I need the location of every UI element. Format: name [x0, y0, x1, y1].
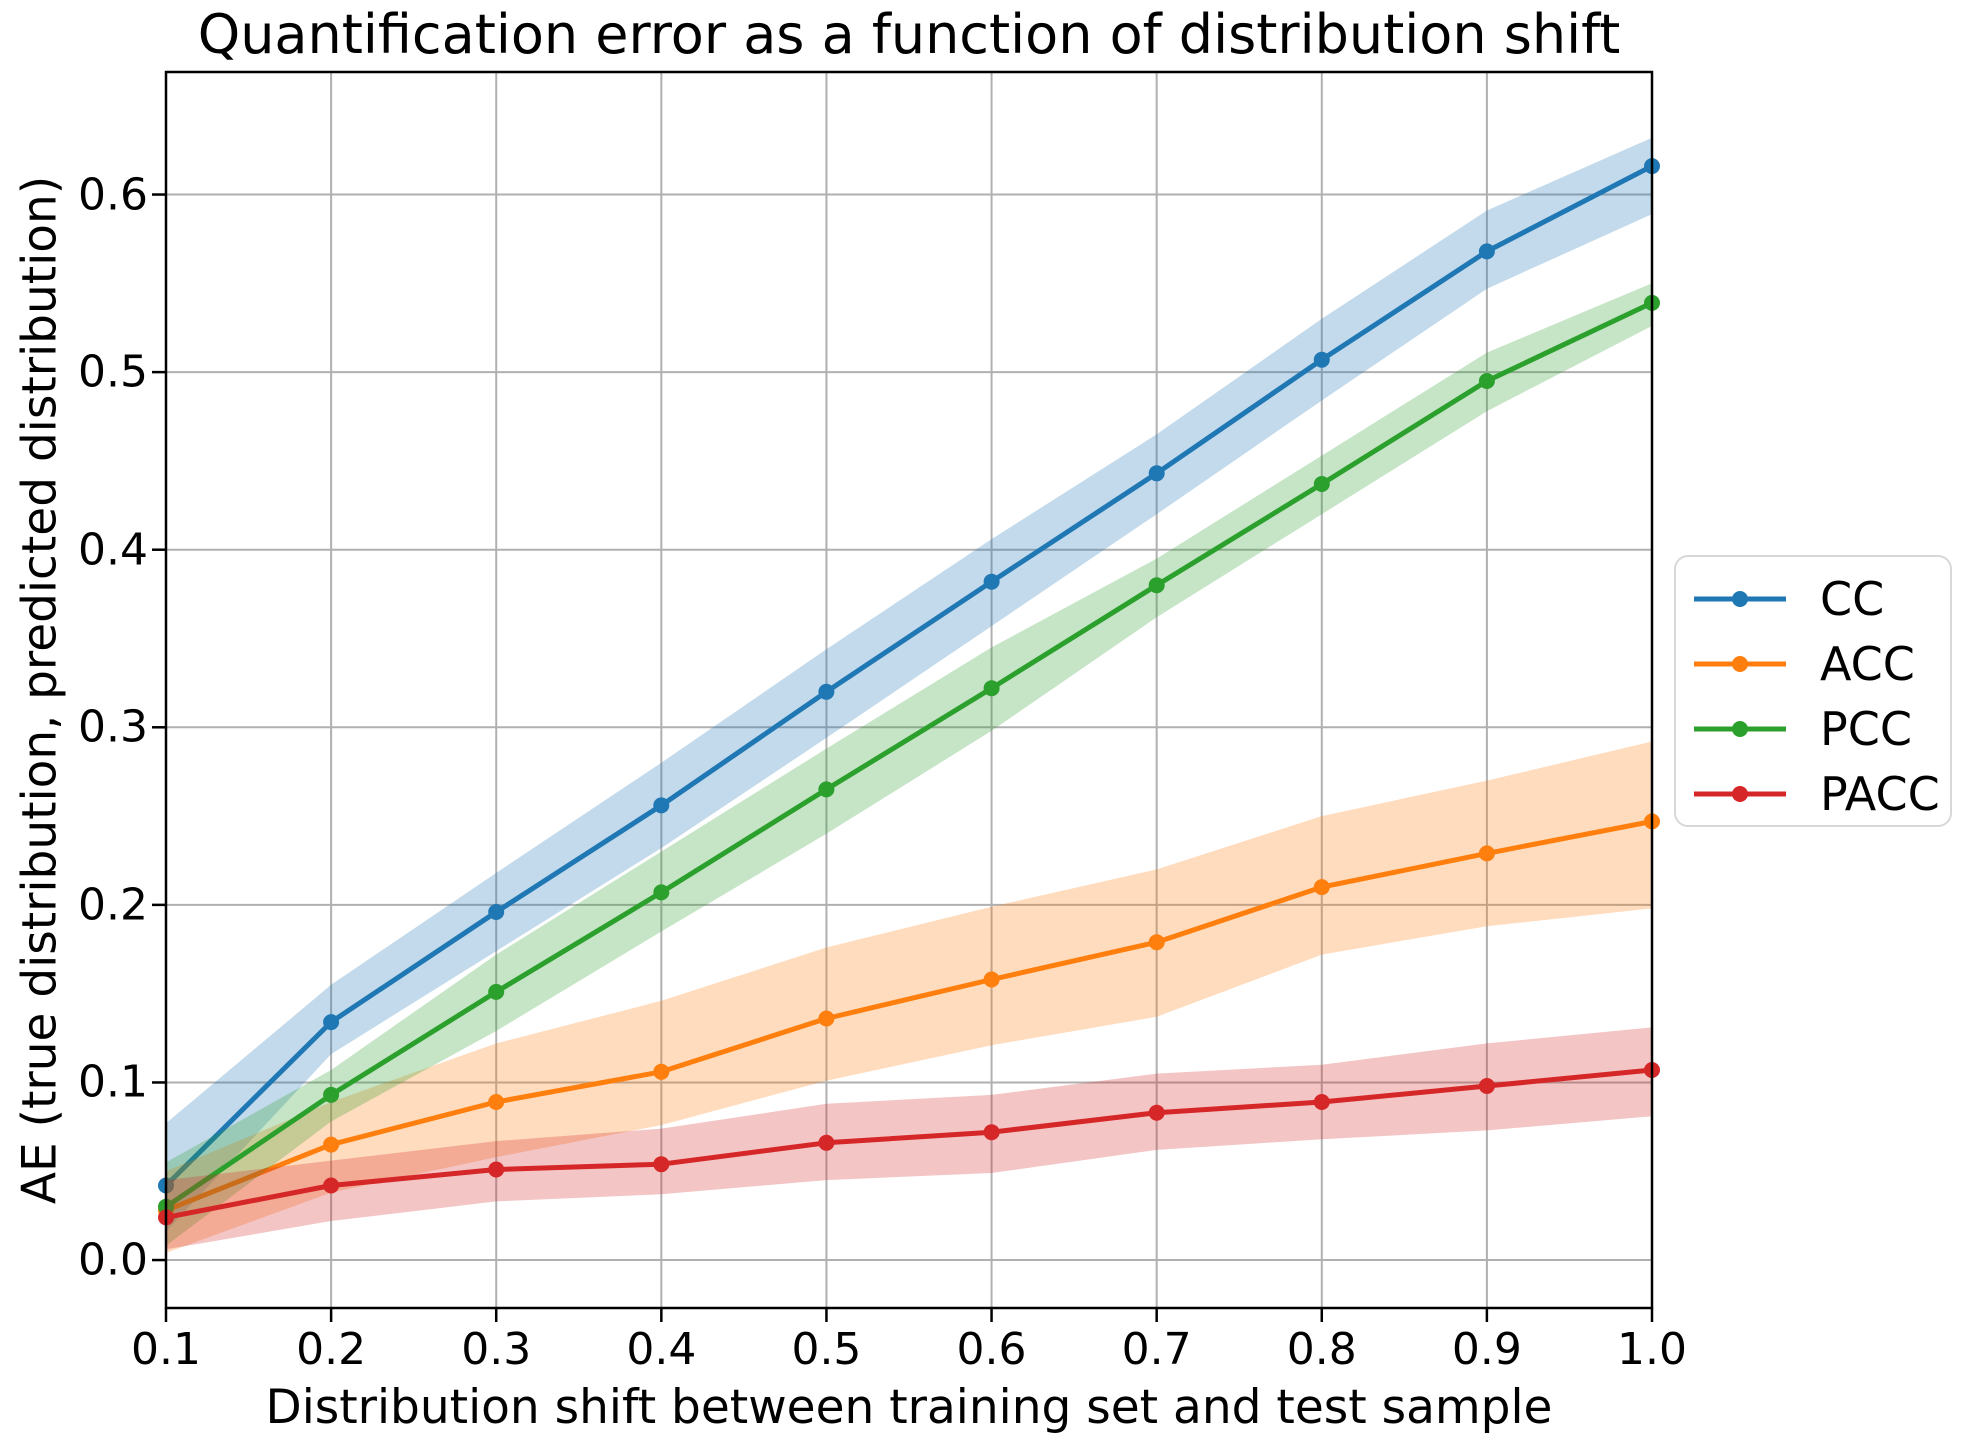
y-tick-label: 0.0	[78, 1234, 148, 1286]
x-tick-label: 1.0	[1617, 1324, 1687, 1375]
marker-pacc	[323, 1177, 340, 1194]
y-tick-label: 0.2	[78, 879, 148, 931]
marker-acc	[983, 971, 1000, 988]
legend-line-icon	[1694, 655, 1786, 672]
x-axis-label: Distribution shift between training set …	[265, 1380, 1553, 1435]
marker-pacc	[488, 1161, 505, 1178]
x-tick-label: 0.5	[791, 1324, 862, 1375]
marker-pcc	[488, 983, 505, 1000]
legend-item-cc: CC	[1692, 566, 1950, 631]
marker-pacc	[983, 1124, 1000, 1141]
marker-pcc	[323, 1086, 340, 1103]
x-tick-label: 0.4	[626, 1324, 697, 1375]
x-tick-label: 0.8	[1286, 1324, 1357, 1375]
line-pcc	[163, 300, 1655, 1210]
legend-item-pacc: PACC	[1692, 761, 1950, 826]
legend-line-icon	[1694, 785, 1786, 802]
legend-item-pcc: PCC	[1692, 696, 1950, 761]
marker-acc	[1478, 845, 1495, 862]
marker-acc	[1148, 934, 1165, 951]
marker-pcc	[653, 884, 670, 901]
marker-cc	[1478, 243, 1495, 260]
axes-spines	[164, 70, 1654, 1310]
marker-cc	[1148, 465, 1165, 482]
confidence-band-cc	[166, 137, 1652, 1232]
x-tick-label: 0.1	[131, 1324, 201, 1375]
line-pacc	[163, 1067, 1655, 1220]
y-tick-label: 0.6	[78, 169, 148, 221]
legend: CC ACC PCC PACC	[1674, 555, 1952, 827]
marker-cc	[818, 683, 835, 700]
marker-cc	[983, 573, 1000, 590]
x-tick-label: 0.6	[956, 1324, 1027, 1375]
confidence-band-pcc	[166, 283, 1652, 1246]
marker-cc	[488, 904, 505, 920]
chart-title: Quantification error as a function of di…	[197, 3, 1621, 66]
marker-acc	[653, 1063, 670, 1080]
marker-acc	[323, 1136, 340, 1153]
marker-acc	[1313, 879, 1330, 896]
marker-pacc	[1478, 1078, 1495, 1094]
marker-cc	[1313, 351, 1330, 368]
x-tick-label: 0.9	[1451, 1324, 1522, 1375]
marker-pacc	[818, 1134, 835, 1151]
marker-pcc	[1478, 373, 1495, 389]
y-tick-label: 0.1	[78, 1056, 148, 1108]
legend-label: PACC	[1820, 766, 1940, 821]
marker-acc	[818, 1010, 835, 1027]
legend-line-icon	[1694, 590, 1786, 607]
y-tick-label: 0.3	[78, 701, 148, 753]
x-tick-label: 0.7	[1121, 1324, 1192, 1375]
legend-label: PCC	[1820, 701, 1912, 756]
marker-pcc	[1148, 577, 1165, 594]
legend-label: CC	[1820, 571, 1885, 626]
marker-cc	[323, 1014, 340, 1031]
legend-label: ACC	[1820, 636, 1915, 691]
marker-pcc	[1313, 476, 1330, 492]
marker-pacc	[653, 1156, 670, 1173]
marker-pcc	[818, 781, 835, 798]
legend-item-acc: ACC	[1692, 631, 1950, 696]
legend-line-icon	[1694, 720, 1786, 737]
marker-pacc	[1313, 1094, 1330, 1110]
y-tick-label: 0.5	[78, 346, 148, 398]
line-cc	[163, 163, 1655, 1188]
x-tick-label: 0.3	[461, 1324, 532, 1375]
marker-acc	[488, 1094, 505, 1110]
marker-pacc	[1148, 1104, 1165, 1121]
x-tick-label: 0.2	[296, 1324, 367, 1375]
marker-cc	[653, 797, 670, 814]
marker-pcc	[983, 680, 1000, 697]
line-acc	[163, 818, 1655, 1213]
y-axis-label: AE (true distribution, predicted distrib…	[12, 175, 68, 1205]
y-tick-label: 0.4	[78, 524, 148, 576]
